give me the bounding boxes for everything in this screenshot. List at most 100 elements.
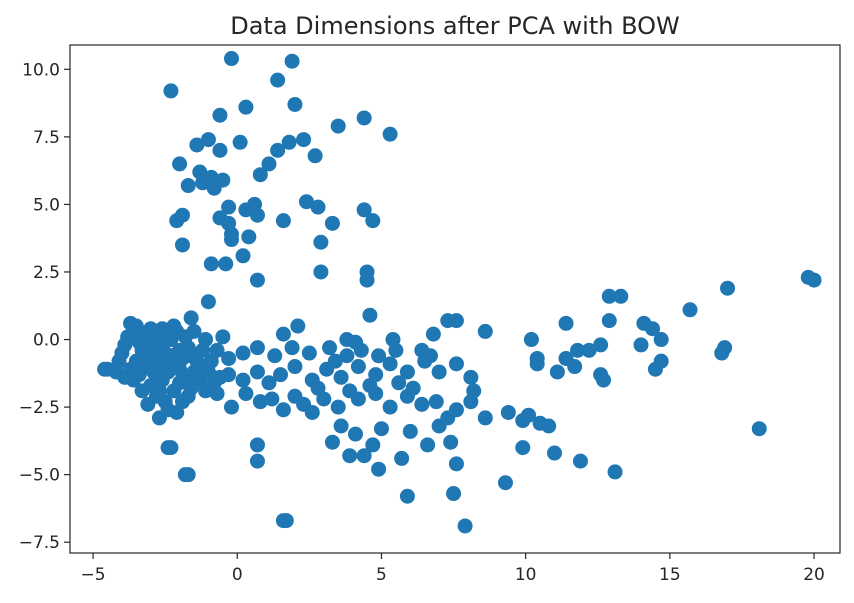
data-point <box>249 364 265 380</box>
x-tick-label: 20 <box>803 565 825 585</box>
data-point <box>221 350 237 366</box>
data-point <box>140 396 156 412</box>
data-point <box>200 364 216 380</box>
data-point <box>284 340 300 356</box>
data-point <box>500 404 516 420</box>
data-point <box>174 237 190 253</box>
data-point <box>287 359 303 375</box>
data-point <box>327 353 343 369</box>
data-point <box>301 345 317 361</box>
y-tick-label: −7.5 <box>19 533 60 553</box>
data-point <box>477 410 493 426</box>
data-point <box>567 359 583 375</box>
data-point <box>633 337 649 353</box>
data-point <box>385 332 401 348</box>
data-point <box>515 440 531 456</box>
data-point <box>342 448 358 464</box>
data-point <box>172 375 188 391</box>
data-point <box>362 377 378 393</box>
data-point <box>160 326 176 342</box>
data-point <box>720 280 736 296</box>
x-tick-label: −5 <box>81 565 106 585</box>
data-point <box>223 399 239 415</box>
data-point <box>212 369 228 385</box>
data-point <box>371 461 387 477</box>
data-point <box>198 332 214 348</box>
data-point <box>137 348 153 364</box>
data-point <box>235 248 251 264</box>
data-point <box>463 369 479 385</box>
data-point <box>572 453 588 469</box>
data-point <box>287 388 303 404</box>
data-point <box>593 337 609 353</box>
data-point <box>477 323 493 339</box>
data-point <box>163 348 179 364</box>
data-point <box>238 386 254 402</box>
data-point <box>313 264 329 280</box>
data-point <box>281 134 297 150</box>
data-point <box>238 99 254 115</box>
data-point <box>223 232 239 248</box>
data-point <box>261 375 277 391</box>
data-point <box>342 383 358 399</box>
data-point <box>252 394 268 410</box>
data-point <box>313 234 329 250</box>
data-point <box>180 467 196 483</box>
data-point <box>322 340 338 356</box>
data-point <box>431 364 447 380</box>
data-point <box>324 215 340 231</box>
data-point <box>523 332 539 348</box>
data-point <box>333 418 349 434</box>
data-point <box>261 156 277 172</box>
data-point <box>521 407 537 423</box>
data-point <box>160 402 176 418</box>
data-point <box>218 256 234 272</box>
data-point <box>399 488 415 504</box>
data-point <box>391 375 407 391</box>
data-point <box>270 72 286 88</box>
data-point <box>200 294 216 310</box>
data-point <box>267 348 283 364</box>
data-point <box>252 167 268 183</box>
data-point <box>570 342 586 358</box>
data-point <box>446 486 462 502</box>
data-point <box>402 423 418 439</box>
data-point <box>183 380 199 396</box>
data-point <box>324 434 340 450</box>
data-point <box>249 272 265 288</box>
data-point <box>183 310 199 326</box>
data-point <box>174 394 190 410</box>
y-tick-label: 2.5 <box>33 263 60 283</box>
data-point <box>448 456 464 472</box>
y-tick-label: 7.5 <box>33 128 60 148</box>
data-point <box>249 453 265 469</box>
data-point <box>180 178 196 194</box>
data-point <box>172 156 188 172</box>
x-tick-label: 0 <box>232 565 243 585</box>
data-point <box>198 383 214 399</box>
data-point <box>405 380 421 396</box>
data-point <box>284 53 300 69</box>
data-point <box>365 437 381 453</box>
data-point <box>310 380 326 396</box>
data-point <box>371 348 387 364</box>
data-point <box>448 402 464 418</box>
data-point <box>290 318 306 334</box>
data-point <box>249 437 265 453</box>
y-tick-label: 0.0 <box>33 331 60 351</box>
data-point <box>249 340 265 356</box>
data-point <box>151 383 167 399</box>
x-tick-label: 10 <box>515 565 537 585</box>
data-point <box>448 356 464 372</box>
data-point <box>420 437 436 453</box>
data-point <box>287 96 303 112</box>
y-tick-label: −5.0 <box>19 466 60 486</box>
data-point <box>221 199 237 215</box>
data-point <box>273 367 289 383</box>
data-point <box>333 369 349 385</box>
data-point <box>647 361 663 377</box>
x-axis-ticks: −5 0 5 10 15 20 <box>81 553 825 585</box>
data-point <box>356 110 372 126</box>
chart-title: Data Dimensions after PCA with BOW <box>230 12 680 40</box>
